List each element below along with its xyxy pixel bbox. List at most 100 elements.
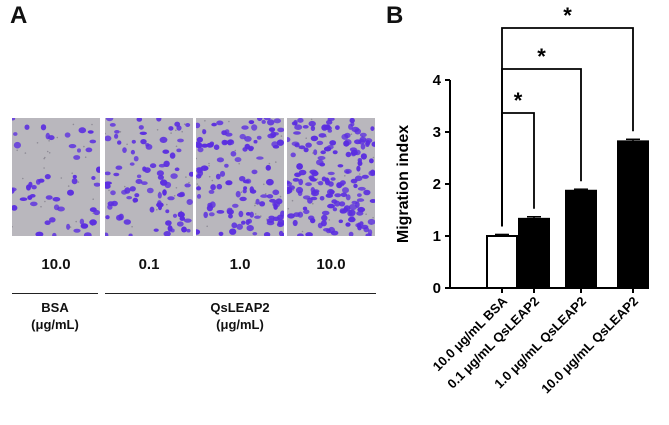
stained-cell <box>365 233 372 236</box>
membrane-pore <box>170 132 172 134</box>
membrane-pore <box>173 195 176 197</box>
stained-cell <box>72 174 77 179</box>
stained-cell <box>134 193 140 198</box>
stained-cell <box>149 206 155 213</box>
stained-cell <box>83 232 92 236</box>
stained-cell <box>321 176 327 182</box>
y-tick-label: 4 <box>433 72 442 89</box>
stained-cell <box>44 220 51 225</box>
stained-cell <box>165 220 172 226</box>
stained-cell <box>345 222 351 227</box>
stained-cell <box>157 175 164 180</box>
membrane-pore <box>48 152 51 154</box>
stained-cell <box>345 151 352 158</box>
stained-cell <box>66 223 71 230</box>
micrograph-qsleap2-1-0 <box>196 118 284 236</box>
stained-cell <box>351 126 360 133</box>
stained-cell <box>294 124 303 130</box>
stained-cell <box>67 189 74 196</box>
stained-cell <box>327 203 335 209</box>
stained-cell <box>216 157 224 163</box>
stained-cell <box>292 178 300 182</box>
stained-cell <box>229 228 237 235</box>
stained-cell <box>266 194 274 199</box>
stained-cell <box>234 157 242 163</box>
stained-cell <box>344 132 351 139</box>
stained-cell <box>303 147 309 153</box>
stained-cell <box>342 187 349 194</box>
stained-cell <box>357 186 366 191</box>
membrane-pore <box>44 200 46 203</box>
stained-cell <box>246 225 254 232</box>
stained-cell <box>359 132 367 138</box>
stained-cell <box>129 162 135 166</box>
stained-cell <box>353 183 358 189</box>
stained-cell <box>179 216 186 221</box>
stained-cell <box>216 183 223 190</box>
stained-cell <box>176 148 182 153</box>
stained-cell <box>310 178 317 182</box>
stained-cell <box>167 196 175 201</box>
stained-cell <box>169 152 176 159</box>
bar <box>486 235 518 289</box>
stained-cell <box>78 127 87 134</box>
stained-cell <box>291 121 298 126</box>
stained-cell <box>163 231 171 236</box>
stained-cell <box>235 190 241 198</box>
stained-cell <box>73 228 81 233</box>
membrane-pore <box>46 150 49 153</box>
stained-cell <box>305 182 312 187</box>
stained-cell <box>350 178 358 184</box>
membrane-pore <box>238 162 240 165</box>
stained-cell <box>348 204 357 211</box>
stained-cell <box>263 232 271 236</box>
stained-cell <box>351 152 356 157</box>
stained-cell <box>202 129 207 135</box>
stained-cell <box>185 123 191 127</box>
stained-cell <box>136 118 143 122</box>
stained-cell <box>77 148 81 153</box>
stained-cell <box>293 131 301 135</box>
stained-cell <box>130 149 135 155</box>
stained-cell <box>138 125 144 130</box>
stained-cell <box>232 203 239 208</box>
stained-cell <box>329 140 337 146</box>
membrane-pore <box>208 165 210 167</box>
membrane-pore <box>280 135 283 137</box>
stained-cell <box>277 127 284 133</box>
stained-cell <box>339 201 346 207</box>
stained-cell <box>73 155 81 160</box>
stained-cell <box>292 219 298 227</box>
membrane-pore <box>204 120 206 122</box>
stained-cell <box>345 170 350 174</box>
membrane-pore <box>131 225 133 228</box>
stained-cell <box>268 127 276 132</box>
stained-cell <box>131 139 136 144</box>
stained-cell <box>245 212 251 216</box>
stained-cell <box>340 192 348 198</box>
membrane-pore <box>175 145 178 148</box>
membrane-pore <box>16 149 18 152</box>
membrane-pore <box>83 145 85 148</box>
stained-cell <box>320 150 326 155</box>
concentration-label: 0.1 <box>138 256 160 273</box>
membrane-pore <box>372 216 374 219</box>
y-tick-label: 2 <box>433 176 441 193</box>
stained-cell <box>126 196 133 200</box>
stained-cell <box>109 123 116 127</box>
significance-star: * <box>514 88 523 113</box>
stained-cell <box>156 118 162 122</box>
y-tick-label: 1 <box>433 228 441 245</box>
group-name: BSA <box>41 300 69 315</box>
stained-cell <box>168 126 174 131</box>
stained-cell <box>218 231 224 236</box>
stained-cell <box>225 180 233 186</box>
stained-cell <box>294 172 302 178</box>
stained-cell <box>350 121 355 127</box>
stained-cell <box>310 135 319 142</box>
stained-cell <box>338 219 343 224</box>
stained-cell <box>12 118 16 121</box>
stained-cell <box>242 147 248 152</box>
membrane-pore <box>268 162 271 165</box>
stained-cell <box>287 181 293 186</box>
